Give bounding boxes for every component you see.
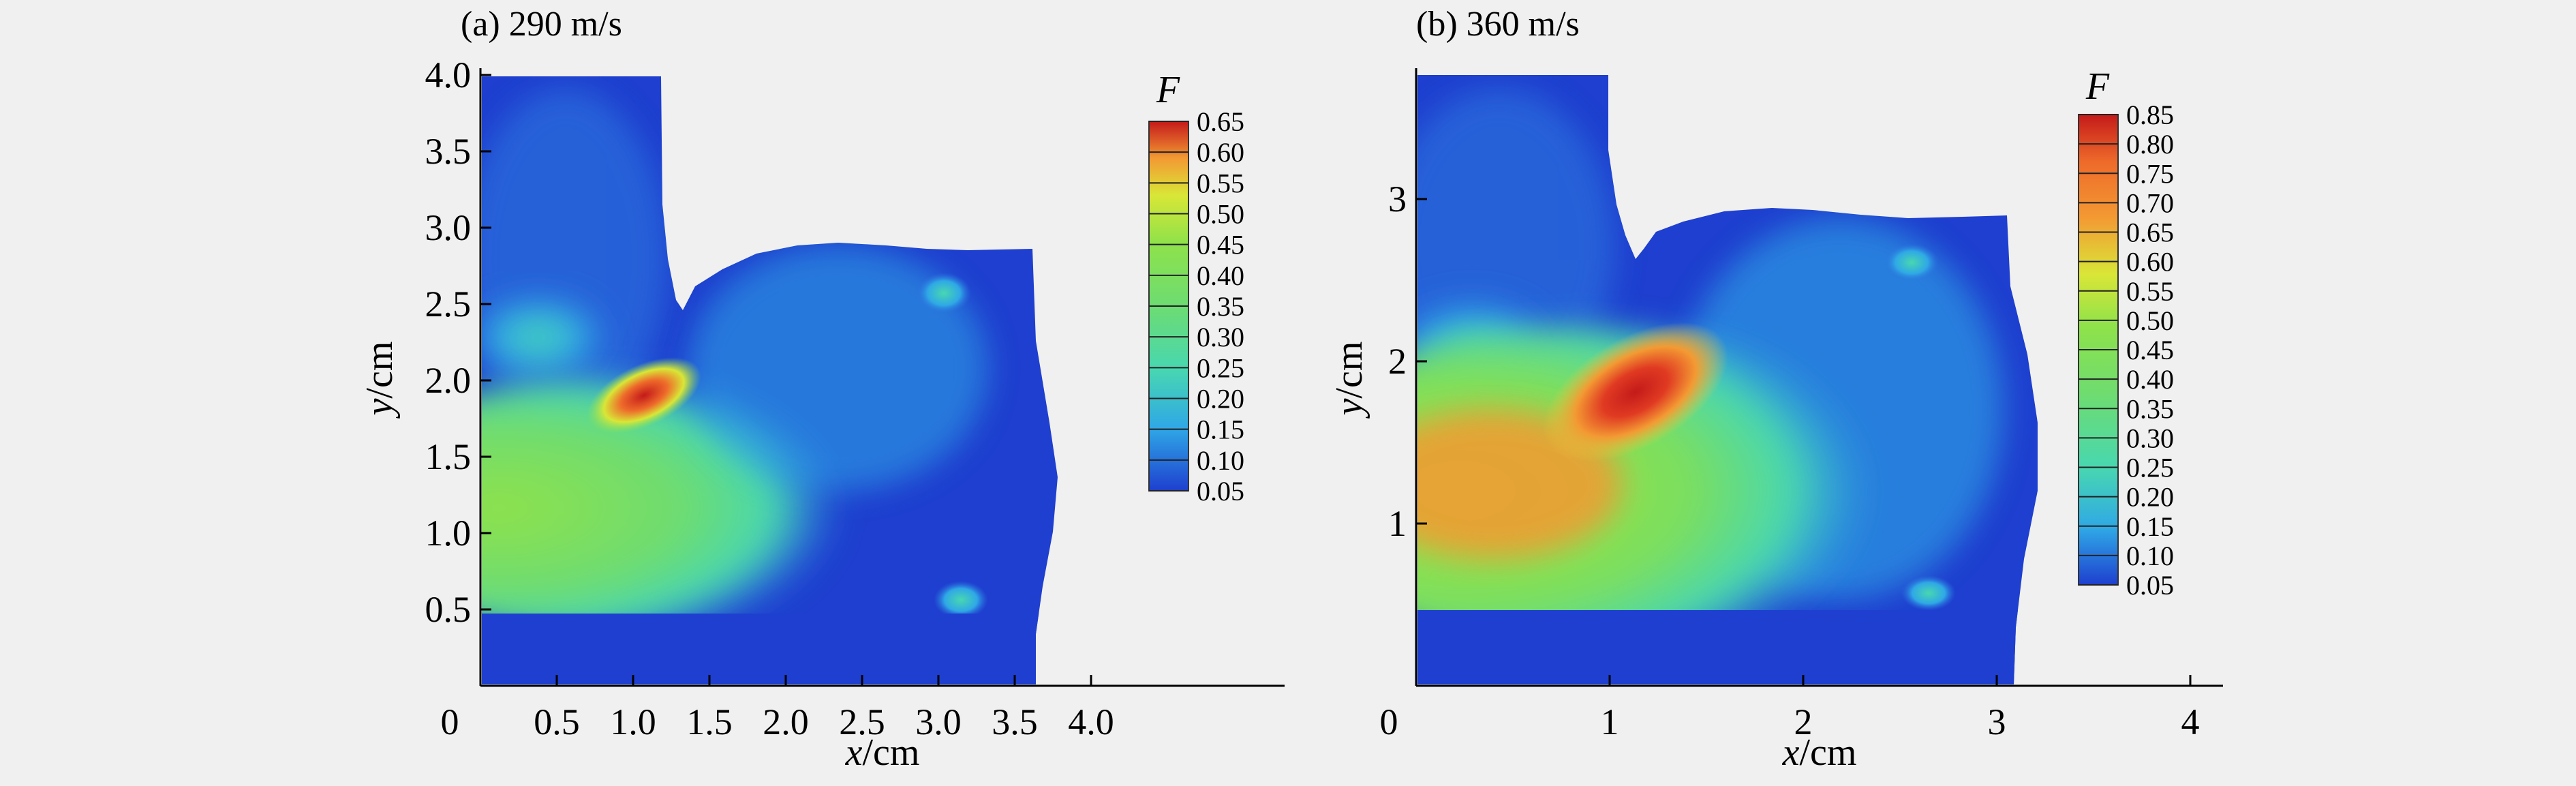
hot-spot-lower	[934, 581, 988, 619]
colorbar-level-label: 0.85	[2126, 100, 2174, 130]
y-tick-label: 1.5	[425, 436, 472, 477]
x-tick-label: 3.5	[992, 701, 1038, 742]
colorbar-a: F 0.050.100.150.200.250.300.350.400.450.…	[1148, 69, 1244, 507]
colorbar-level-label: 0.45	[1197, 230, 1244, 260]
colorbar-level-label: 0.35	[1197, 291, 1244, 322]
x-axis-unit-b: /cm	[1799, 731, 1856, 774]
colorbar-level-label: 0.40	[2126, 364, 2174, 395]
hot-spot-upper	[1884, 243, 1939, 282]
colorbar-level-label: 0.55	[2126, 276, 2174, 307]
hot-spot-lower	[1901, 575, 1956, 611]
y-tick-label: 0.5	[425, 589, 472, 630]
y-tick-label: 4.0	[425, 55, 472, 95]
colorbar-level-label: 0.25	[1197, 352, 1244, 383]
colorbar-level-label: 0.50	[2126, 305, 2174, 336]
y-tick-label: 3	[1388, 179, 1407, 220]
x-tick-label: 4	[2181, 701, 2200, 742]
colorbar-level-label: 0.15	[1197, 414, 1244, 445]
x-axis-title-b: x/cm	[1782, 731, 1857, 774]
jet-core-zone	[587, 357, 701, 434]
y-tick-label: 2	[1388, 341, 1407, 382]
colorbar-level-label: 0.25	[2126, 453, 2174, 483]
x-tick-label: 2.5	[839, 701, 885, 742]
colorbar-title-b: F	[2085, 65, 2110, 108]
x-tick-label: 1.5	[686, 701, 733, 742]
y-axis-unit-b: /cm	[1328, 342, 1370, 399]
y-tick-label: 1	[1388, 503, 1407, 544]
x-tick-label: 0.5	[534, 701, 580, 742]
colorbar-level-label: 0.20	[2126, 482, 2174, 513]
y-tick-label: 3.0	[425, 207, 472, 248]
colorbar-level-label: 0.30	[1197, 322, 1244, 352]
y-tick-label: 1.0	[425, 513, 472, 554]
colorbar-ticks-a: 0.050.100.150.200.250.300.350.400.450.50…	[1149, 106, 1244, 507]
colorbar-level-label: 0.15	[2126, 511, 2174, 542]
panel-title-b: (b) 360 m/s	[1416, 5, 1580, 44]
y-axis-var-b: y	[1328, 398, 1370, 419]
colorbar-level-label: 0.70	[2126, 187, 2174, 218]
x-axis-var-b: x	[1782, 731, 1800, 774]
x-tick-label: 1.0	[610, 701, 656, 742]
x-axis-title-a: x/cm	[845, 731, 920, 774]
bottom-substrate-band	[1417, 610, 2038, 684]
colorbar-title-a: F	[1156, 69, 1180, 111]
arc-cyan-band	[688, 245, 988, 491]
ticks-a: 0.5 1.0 1.5 2.0 2.5 3.0 3.5 4.0 0.5 1.0 1.5 2.0 2.5 3…	[425, 55, 1114, 742]
colorbar-level-label: 0.80	[2126, 129, 2174, 160]
y-axis-var-a: y	[358, 398, 401, 419]
colorbar-ticks-b: 0.050.100.150.200.250.300.350.400.450.50…	[2079, 100, 2174, 601]
hot-spot-upper	[917, 273, 971, 314]
origin-label-b: 0	[1380, 701, 1398, 742]
colorbar-level-label: 0.60	[2126, 247, 2174, 277]
colorbar-level-label: 0.30	[2126, 423, 2174, 453]
y-axis-unit-a: /cm	[358, 342, 401, 399]
x-tick-label: 2	[1794, 701, 1813, 742]
x-tick-label: 3.0	[915, 701, 962, 742]
colorbar-level-label: 0.05	[1197, 476, 1244, 507]
colorbar-level-label: 0.65	[1197, 106, 1244, 137]
panel-a: 0.5 1.0 1.5 2.0 2.5 3.0 3.5 4.0 0.5 1.0 1.5 2.0 2.5 3…	[358, 55, 1285, 774]
colorbar-b: F 0.050.100.150.200.250.300.350.400.450.…	[2078, 65, 2174, 601]
contour-field-b	[1417, 75, 2038, 684]
colorbar-level-label: 0.65	[2126, 217, 2174, 248]
colorbar-level-label: 0.10	[1197, 445, 1244, 476]
y-tick-label: 2.0	[425, 360, 472, 401]
colorbar-level-label: 0.60	[1197, 137, 1244, 168]
jet-core-zone	[1543, 322, 1728, 462]
x-axis-var-a: x	[845, 731, 863, 774]
x-axis-unit-a: /cm	[862, 731, 919, 774]
colorbar-level-label: 0.40	[1197, 260, 1244, 291]
colorbar-level-label: 0.05	[2126, 570, 2174, 601]
projectile-cyan-zone	[482, 290, 613, 385]
colorbar-level-label: 0.75	[2126, 158, 2174, 189]
ticks-b: 1 2 3 4 1 2 3	[1388, 179, 2200, 742]
panel-title-a: (a) 290 m/s	[461, 5, 622, 44]
y-axis-title-b: y/cm	[1328, 342, 1370, 419]
x-tick-label: 3	[1988, 701, 2006, 742]
origin-label-a: 0	[441, 701, 459, 742]
colorbar-level-label: 0.45	[2126, 335, 2174, 365]
x-tick-label: 1	[1601, 701, 1619, 742]
x-tick-label: 4.0	[1068, 701, 1114, 742]
colorbar-level-label: 0.20	[1197, 384, 1244, 414]
bottom-substrate-band	[482, 614, 1058, 684]
colorbar-level-label: 0.50	[1197, 199, 1244, 230]
y-tick-label: 3.5	[425, 131, 472, 172]
colorbar-level-label: 0.35	[2126, 393, 2174, 424]
colorbar-level-label: 0.55	[1197, 168, 1244, 198]
colorbar-level-label: 0.10	[2126, 541, 2174, 571]
y-tick-label: 2.5	[425, 284, 472, 324]
x-tick-label: 2.0	[763, 701, 809, 742]
y-axis-title-a: y/cm	[358, 342, 401, 419]
